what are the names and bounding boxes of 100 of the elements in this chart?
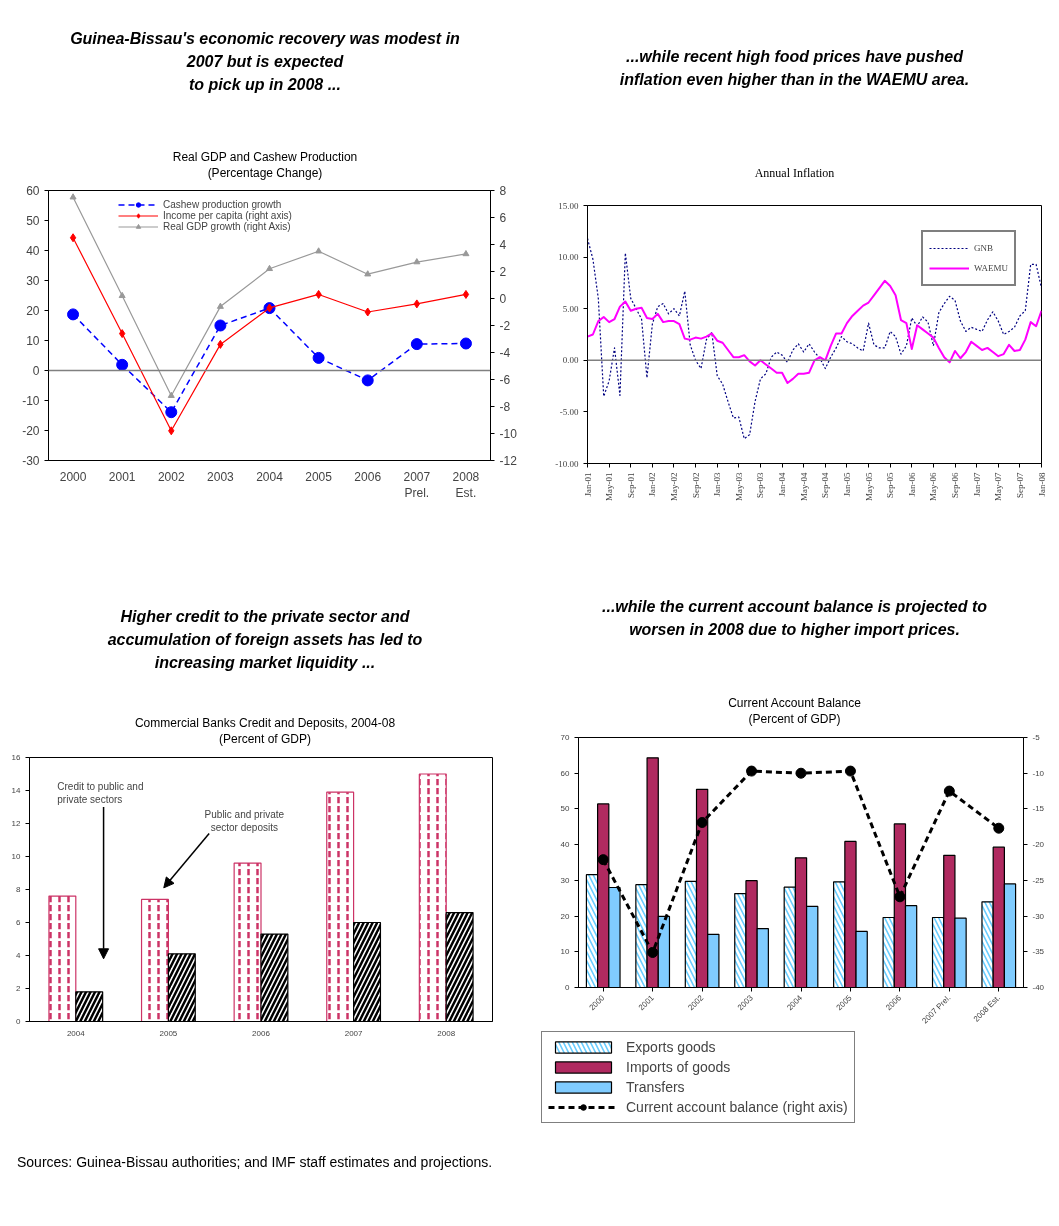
- y-tick-label: 5.00: [562, 303, 579, 314]
- x-tick-label: Jan-05: [841, 472, 852, 497]
- point: [597, 854, 609, 866]
- point: [214, 319, 227, 332]
- point: [410, 338, 423, 351]
- x-tick-label: May-07: [993, 472, 1004, 501]
- y-tick-label: -5.00: [559, 406, 579, 417]
- x-tick-label: Sep-04: [820, 472, 831, 498]
- y2-tick-label: 2: [499, 265, 507, 279]
- point: [116, 358, 129, 371]
- point: [69, 233, 77, 243]
- y-tick-label: 30: [560, 875, 571, 885]
- x-tick-label: May-02: [668, 472, 679, 501]
- x-tick-label: 2004: [66, 1028, 86, 1038]
- x-tick-label: 2002: [157, 469, 185, 484]
- y2-tick-label: -25: [1032, 875, 1045, 885]
- point: [67, 308, 80, 321]
- point: [119, 329, 126, 339]
- y2-tick-label: -2: [499, 319, 511, 333]
- point: [315, 289, 322, 299]
- x-tick-label: Jan-03: [712, 472, 723, 497]
- y-tick-label: 2: [16, 984, 22, 993]
- point: [312, 351, 325, 364]
- legend-label: Imports of goods: [626, 1058, 731, 1076]
- point: [165, 406, 178, 419]
- point: [361, 374, 374, 387]
- x-tick-label: Sep-03: [755, 472, 766, 498]
- point: [364, 270, 372, 277]
- x-tick-label: Jan-02: [647, 472, 658, 497]
- y-tick-label: 60: [26, 184, 40, 198]
- point: [413, 258, 421, 265]
- y-tick-label: 60: [560, 768, 571, 778]
- y2-tick-label: -40: [1032, 983, 1045, 992]
- legend-label: WAEMU: [974, 263, 1008, 273]
- point: [647, 947, 659, 958]
- x-tick-label: May-03: [733, 472, 744, 501]
- point: [795, 767, 807, 779]
- x-tick-label: Jan-01: [582, 472, 593, 497]
- y-tick-label: 0: [565, 983, 571, 992]
- y-tick-label: 20: [560, 911, 571, 921]
- x-tick-label: Sep-05: [885, 472, 896, 498]
- y2-tick-label: -12: [499, 454, 518, 468]
- source-note: Sources: Guinea-Bissau authorities; and IMF staff estimates and projections.: [17, 1153, 493, 1172]
- y-tick-label: 0: [16, 1017, 22, 1026]
- x-tick-label: Jan-06: [906, 472, 917, 497]
- y2-tick-label: -8: [499, 400, 511, 414]
- y-tick-label: 0.00: [562, 355, 579, 366]
- x-tick-label: 2007: [344, 1028, 364, 1038]
- y-tick-label: 8: [16, 885, 22, 894]
- chart-title: Guinea-Bissau's economic recovery was modest in 2007 but is expected to pick up in 2008 ...: [69, 29, 461, 95]
- point: [364, 307, 371, 317]
- y2-tick-label: -35: [1032, 947, 1045, 957]
- y2-tick-label: 0: [499, 292, 507, 306]
- y2-tick-label: 8: [499, 184, 507, 198]
- x-tick-label: May-05: [863, 472, 874, 501]
- chart-title: ...while the current account balance is projected to worsen in 2008 due to higher import prices.: [601, 597, 988, 640]
- point: [696, 817, 708, 828]
- y-tick-label: 14: [11, 786, 22, 795]
- point: [315, 247, 323, 254]
- point: [462, 289, 470, 299]
- chart-subtitle: Real GDP and Cashew Production (Percentage Change): [171, 149, 359, 181]
- y2-tick-label: 4: [499, 238, 507, 252]
- y-tick-label: 30: [26, 274, 40, 288]
- y-tick-label: -10: [22, 394, 40, 408]
- x-tick-label: 2006: [354, 469, 382, 484]
- y2-tick-label: -20: [1032, 840, 1045, 850]
- chart-subtitle: Current Account Balance (Percent of GDP): [727, 695, 862, 727]
- y2-tick-label: -5: [1032, 733, 1041, 742]
- x-tick-label: May-04: [798, 472, 809, 501]
- chart-subtitle: Annual Inflation: [753, 165, 836, 181]
- y-tick-label: 10.00: [558, 252, 579, 263]
- line-series: [587, 279, 1042, 384]
- point: [459, 337, 472, 350]
- y-tick-label: 70: [560, 733, 571, 742]
- point: [216, 302, 224, 309]
- annotation: Credit to public and private sectors: [57, 780, 144, 805]
- y2-tick-label: -15: [1032, 804, 1045, 814]
- annotation: Public and private sector deposits: [204, 808, 285, 833]
- x-tick-label: May-01: [604, 472, 615, 501]
- y-tick-label: 40: [560, 840, 571, 850]
- x-tick-label: Jan-07: [971, 472, 982, 497]
- y-tick-label: -30: [22, 454, 40, 468]
- x-tick-label: Sep-07: [1014, 472, 1025, 498]
- y-tick-label: 20: [26, 304, 40, 318]
- y2-tick-label: -6: [499, 373, 511, 387]
- y2-tick-label: -4: [499, 346, 511, 360]
- point: [118, 291, 126, 299]
- y-tick-label: 10: [26, 334, 40, 348]
- point: [69, 193, 77, 200]
- y2-tick-label: 6: [499, 211, 507, 225]
- point: [217, 339, 224, 349]
- y-tick-label: 50: [560, 804, 571, 814]
- y-tick-label: 40: [26, 244, 40, 258]
- point: [266, 264, 273, 272]
- point: [844, 765, 856, 777]
- x-tick-label: 2008: [437, 1028, 456, 1038]
- x-tick-label: 2006: [252, 1028, 271, 1038]
- point: [462, 249, 470, 257]
- x-tick-label: Jan-04: [777, 472, 788, 497]
- x-tick-label: 2004: [256, 469, 284, 484]
